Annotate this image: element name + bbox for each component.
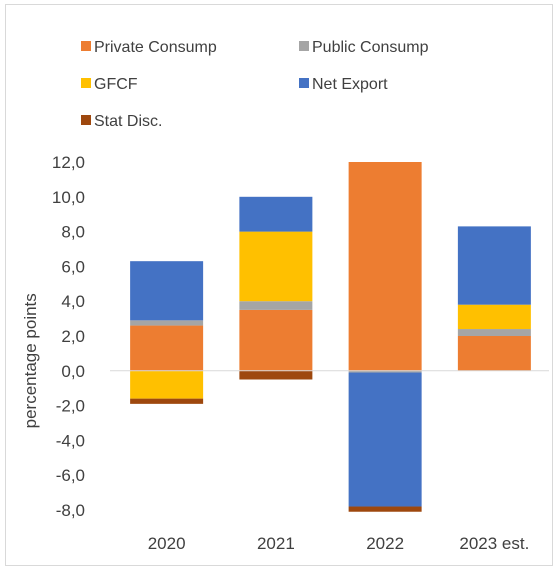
y-axis: 12,0 10,0 8,0 6,0 4,0 2,0 0,0 -2,0 -4,0 -6,0 -8,0 [52, 153, 85, 520]
bar-public-consump-2021 [239, 301, 313, 310]
x-tick-label: 2020 [148, 534, 186, 553]
bar-net-export-2020 [130, 261, 204, 321]
legend-swatch [81, 41, 91, 51]
bar-public-consump-2023-est [457, 329, 531, 336]
bar-private-consump-2022 [348, 162, 422, 371]
legend-label: Stat Disc. [94, 113, 162, 130]
bar-net-export-2021 [239, 196, 313, 232]
y-tick-label: -6,0 [56, 466, 85, 485]
y-axis-title: percentage points [21, 293, 40, 428]
legend-item-gfcf: GFCF [81, 76, 138, 93]
legend-item-net-export: Net Export [299, 76, 388, 93]
legend: Private Consump Public Consump GFCF Net Exp… [81, 39, 429, 130]
chart-frame: Private Consump Public Consump GFCF Net Exp… [5, 4, 553, 566]
legend-swatch [81, 78, 91, 88]
y-tick-label: 12,0 [52, 153, 85, 172]
bar-public-consump-2022 [348, 370, 422, 373]
bar-net-export-2023-est [457, 226, 531, 305]
bar-stat-disc-2020 [130, 398, 204, 404]
legend-label: GFCF [94, 76, 138, 93]
x-axis: 2020 2021 2022 2023 est. [148, 534, 530, 553]
y-tick-label: -8,0 [56, 501, 85, 520]
x-tick-label: 2022 [366, 534, 404, 553]
y-tick-label: 6,0 [61, 257, 85, 276]
legend-swatch [299, 41, 309, 51]
y-tick-label: -4,0 [56, 431, 85, 450]
legend-label: Net Export [312, 76, 388, 93]
bar-gfcf-2021 [239, 231, 313, 302]
bars [110, 162, 549, 512]
legend-item-public-consump: Public Consump [299, 39, 429, 56]
x-tick-label: 2021 [257, 534, 295, 553]
y-tick-label: -2,0 [56, 397, 85, 416]
stacked-bar-chart: Private Consump Public Consump GFCF Net Exp… [21, 39, 549, 553]
legend-item-private-consump: Private Consump [81, 39, 217, 56]
bar-private-consump-2021 [239, 309, 313, 371]
bar-gfcf-2020 [130, 370, 204, 399]
y-tick-label: 2,0 [61, 327, 85, 346]
legend-label: Public Consump [312, 39, 429, 56]
x-tick-label: 2023 est. [459, 534, 529, 553]
legend-item-stat-disc: Stat Disc. [81, 113, 162, 130]
legend-swatch [81, 115, 91, 125]
legend-label: Private Consump [94, 39, 217, 56]
bar-stat-disc-2021 [239, 370, 313, 380]
bar-net-export-2022 [348, 372, 422, 507]
y-tick-label: 10,0 [52, 188, 85, 207]
legend-swatch [299, 78, 309, 88]
bar-public-consump-2020 [130, 320, 204, 326]
bar-stat-disc-2022 [348, 506, 422, 512]
y-tick-label: 0,0 [61, 362, 85, 381]
bar-private-consump-2023-est [457, 336, 531, 371]
bar-private-consump-2020 [130, 325, 204, 371]
y-tick-label: 4,0 [61, 292, 85, 311]
y-tick-label: 8,0 [61, 223, 85, 242]
bar-gfcf-2023-est [457, 304, 531, 330]
